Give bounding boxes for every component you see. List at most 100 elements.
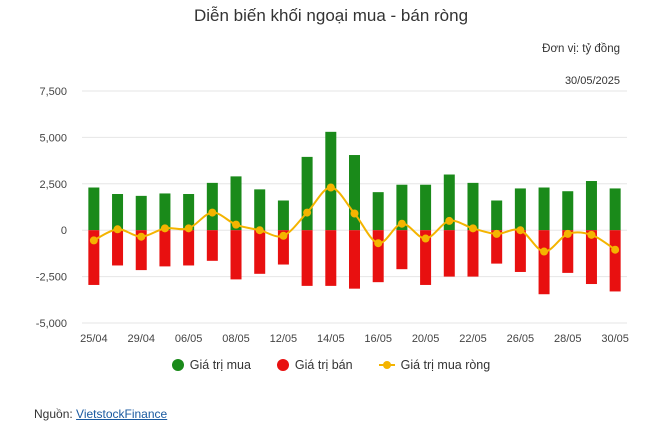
- net-line: [89, 183, 620, 256]
- bar-sell[interactable]: [277, 230, 289, 265]
- chart-title: Diễn biến khối ngoại mua - bán ròng: [193, 6, 469, 25]
- net-point[interactable]: [516, 226, 525, 235]
- x-axis-tick-labels: 25/04 29/04 06/05 08/05 12/05 14/05 16/05 20/05…: [80, 333, 629, 345]
- bar-buy[interactable]: [420, 184, 432, 231]
- bar-buy[interactable]: [135, 195, 147, 231]
- bar-sell[interactable]: [443, 230, 455, 277]
- net-point[interactable]: [350, 209, 359, 218]
- bar-buy[interactable]: [491, 200, 503, 231]
- net-point[interactable]: [563, 229, 572, 238]
- y-axis-tick-labels: -5,000 -2,500 0 2,500 5,000 7,500: [36, 86, 67, 330]
- net-point[interactable]: [468, 224, 477, 233]
- net-point[interactable]: [421, 234, 430, 243]
- bar-buy[interactable]: [538, 187, 550, 231]
- bar-sell[interactable]: [372, 230, 384, 283]
- net-point[interactable]: [232, 220, 241, 229]
- bar-buy[interactable]: [562, 191, 574, 231]
- y-tick-label: -5,000: [36, 318, 67, 330]
- bar-buy[interactable]: [277, 200, 289, 231]
- bar-sell[interactable]: [467, 230, 479, 277]
- bar-buy[interactable]: [443, 174, 455, 231]
- bar-sell[interactable]: [88, 230, 100, 285]
- bar-sell[interactable]: [609, 230, 621, 292]
- bar-buy[interactable]: [396, 184, 408, 231]
- net-line-icon: [378, 359, 395, 371]
- bar-buy[interactable]: [301, 156, 313, 231]
- net-point[interactable]: [303, 208, 312, 217]
- bar-buy[interactable]: [372, 192, 384, 231]
- x-tick-label: 22/05: [459, 333, 487, 345]
- legend: Giá trị mua Giá trị bán Giá trị mua ròng: [0, 358, 662, 372]
- net-point[interactable]: [587, 230, 596, 239]
- bars: [88, 131, 621, 295]
- net-point[interactable]: [326, 183, 335, 192]
- bar-sell[interactable]: [420, 230, 432, 285]
- sell-dot-icon: [276, 359, 289, 371]
- y-tick-label: 2,500: [39, 179, 67, 191]
- net-point[interactable]: [113, 225, 122, 234]
- net-point[interactable]: [160, 224, 169, 233]
- bar-sell[interactable]: [183, 230, 195, 266]
- net-point[interactable]: [137, 232, 146, 241]
- source-link[interactable]: VietstockFinance: [76, 407, 168, 421]
- bar-buy[interactable]: [254, 189, 266, 231]
- x-tick-label: 26/05: [507, 333, 535, 345]
- y-tick-label: 5,000: [39, 132, 67, 144]
- net-point[interactable]: [445, 216, 454, 225]
- bar-buy[interactable]: [88, 187, 100, 231]
- bar-buy[interactable]: [514, 188, 526, 231]
- x-tick-label: 30/05: [601, 333, 629, 345]
- bar-buy[interactable]: [467, 182, 479, 231]
- bar-sell[interactable]: [206, 230, 218, 261]
- x-tick-label: 20/05: [412, 333, 440, 345]
- x-tick-label: 14/05: [317, 333, 345, 345]
- bar-sell[interactable]: [349, 230, 360, 289]
- x-tick-label: 08/05: [222, 333, 250, 345]
- x-tick-label: 06/05: [175, 333, 203, 345]
- legend-item-net[interactable]: Giá trị mua ròng: [378, 358, 490, 372]
- legend-item-sell[interactable]: Giá trị bán: [276, 358, 353, 372]
- net-point[interactable]: [89, 236, 98, 245]
- x-tick-label: 16/05: [364, 333, 392, 345]
- x-tick-label: 28/05: [554, 333, 582, 345]
- net-point[interactable]: [492, 229, 501, 238]
- x-tick-label: 29/04: [127, 333, 155, 345]
- bar-buy[interactable]: [206, 182, 218, 231]
- bar-buy[interactable]: [183, 194, 195, 231]
- net-point[interactable]: [540, 247, 549, 256]
- x-tick-label: 25/04: [80, 333, 108, 345]
- bar-buy[interactable]: [585, 181, 597, 231]
- legend-item-buy[interactable]: Giá trị mua: [171, 358, 251, 372]
- bar-buy[interactable]: [112, 194, 124, 231]
- bar-buy[interactable]: [609, 188, 621, 231]
- bar-buy[interactable]: [349, 155, 360, 231]
- bar-sell[interactable]: [514, 230, 526, 272]
- net-point[interactable]: [255, 226, 264, 235]
- bar-sell[interactable]: [230, 230, 242, 280]
- bar-sell[interactable]: [325, 230, 337, 286]
- bar-buy[interactable]: [159, 193, 171, 231]
- bar-sell[interactable]: [396, 230, 408, 270]
- bar-sell[interactable]: [562, 230, 574, 273]
- net-point[interactable]: [208, 208, 217, 217]
- bar-sell[interactable]: [159, 230, 171, 267]
- bar-sell[interactable]: [135, 230, 147, 271]
- net-point[interactable]: [279, 231, 288, 240]
- bar-sell[interactable]: [491, 230, 503, 264]
- bar-buy[interactable]: [325, 131, 337, 231]
- net-point[interactable]: [374, 239, 383, 248]
- y-tick-label: 7,500: [39, 86, 67, 98]
- bar-sell[interactable]: [112, 230, 124, 266]
- net-point[interactable]: [611, 245, 620, 254]
- bar-sell[interactable]: [254, 230, 266, 274]
- net-point[interactable]: [397, 219, 406, 228]
- bar-sell[interactable]: [538, 230, 550, 295]
- net-point[interactable]: [184, 224, 193, 233]
- y-tick-label: 0: [61, 225, 67, 237]
- bar-sell[interactable]: [301, 230, 313, 286]
- bar-sell[interactable]: [585, 230, 597, 285]
- source-line: Nguồn: VietstockFinance: [34, 407, 167, 421]
- bar-buy[interactable]: [230, 176, 242, 231]
- buy-dot-icon: [171, 359, 184, 371]
